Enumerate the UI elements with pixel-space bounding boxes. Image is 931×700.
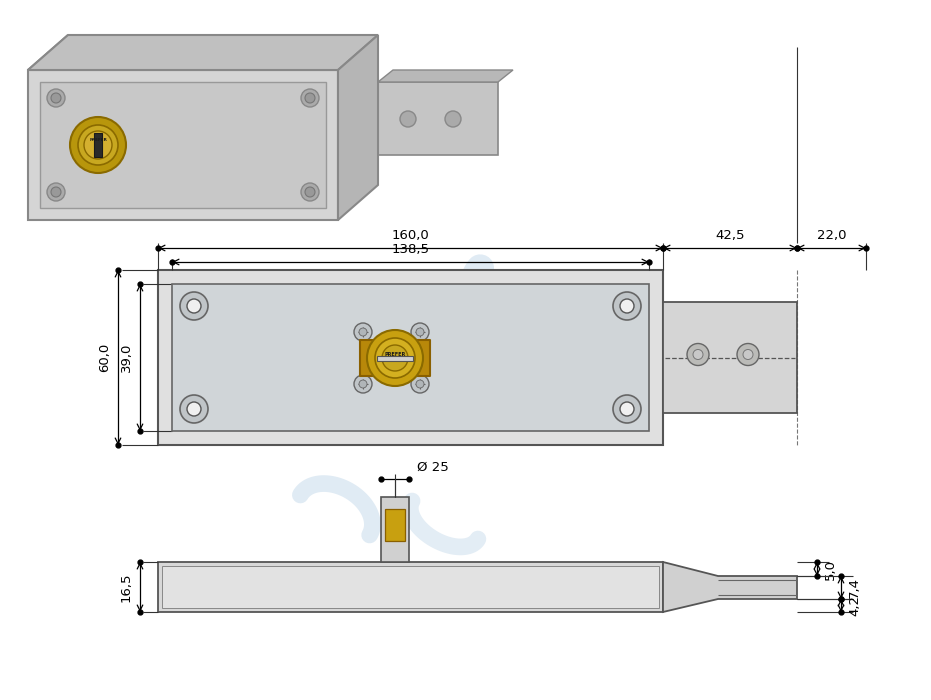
Circle shape [620,299,634,313]
Circle shape [354,323,372,341]
Text: 7,4: 7,4 [848,577,861,598]
Circle shape [354,375,372,393]
Circle shape [51,187,61,197]
Circle shape [47,183,65,201]
Bar [381,497,409,562]
Text: 5,0: 5,0 [824,559,837,580]
Circle shape [687,344,709,365]
Circle shape [743,349,753,360]
Polygon shape [28,70,338,220]
Circle shape [367,330,423,386]
Circle shape [301,89,319,107]
Bar [158,562,663,612]
Text: PREFER: PREFER [385,351,406,356]
Bar [385,509,405,541]
Polygon shape [338,35,378,220]
Circle shape [400,111,416,127]
Bar [40,82,326,208]
Circle shape [70,117,126,173]
Bar [94,133,102,157]
Circle shape [693,349,703,360]
Circle shape [187,299,201,313]
Circle shape [445,111,461,127]
Circle shape [375,338,415,378]
Circle shape [359,328,367,336]
Polygon shape [663,562,797,612]
Bar [172,284,649,431]
Circle shape [411,323,429,341]
Text: 60,0: 60,0 [98,343,111,372]
Circle shape [78,125,118,165]
Circle shape [359,380,367,388]
Circle shape [301,183,319,201]
Polygon shape [28,35,378,70]
Circle shape [382,345,408,371]
Polygon shape [360,340,430,376]
Circle shape [737,344,759,365]
Bar [158,270,663,445]
Bar [162,566,659,608]
Text: 138,5: 138,5 [392,243,429,256]
Circle shape [180,292,208,320]
Circle shape [411,375,429,393]
Bar [663,302,797,413]
Circle shape [613,395,641,423]
Circle shape [613,292,641,320]
Text: 160,0: 160,0 [392,229,429,242]
Circle shape [51,93,61,103]
Text: Ø 25: Ø 25 [417,461,449,474]
Circle shape [187,402,201,416]
Circle shape [416,380,424,388]
Text: 4,2: 4,2 [848,595,861,616]
Text: 42,5: 42,5 [715,229,745,242]
Circle shape [47,89,65,107]
Text: 22,0: 22,0 [816,229,846,242]
Circle shape [180,395,208,423]
Circle shape [305,93,315,103]
Bar [377,356,413,360]
Circle shape [620,402,634,416]
Text: 16,5: 16,5 [120,573,133,602]
Circle shape [84,131,112,159]
Polygon shape [378,70,513,82]
Bar [378,82,498,155]
Text: PREFER: PREFER [89,138,107,142]
Circle shape [416,328,424,336]
Text: 39,0: 39,0 [120,343,133,372]
Circle shape [305,187,315,197]
